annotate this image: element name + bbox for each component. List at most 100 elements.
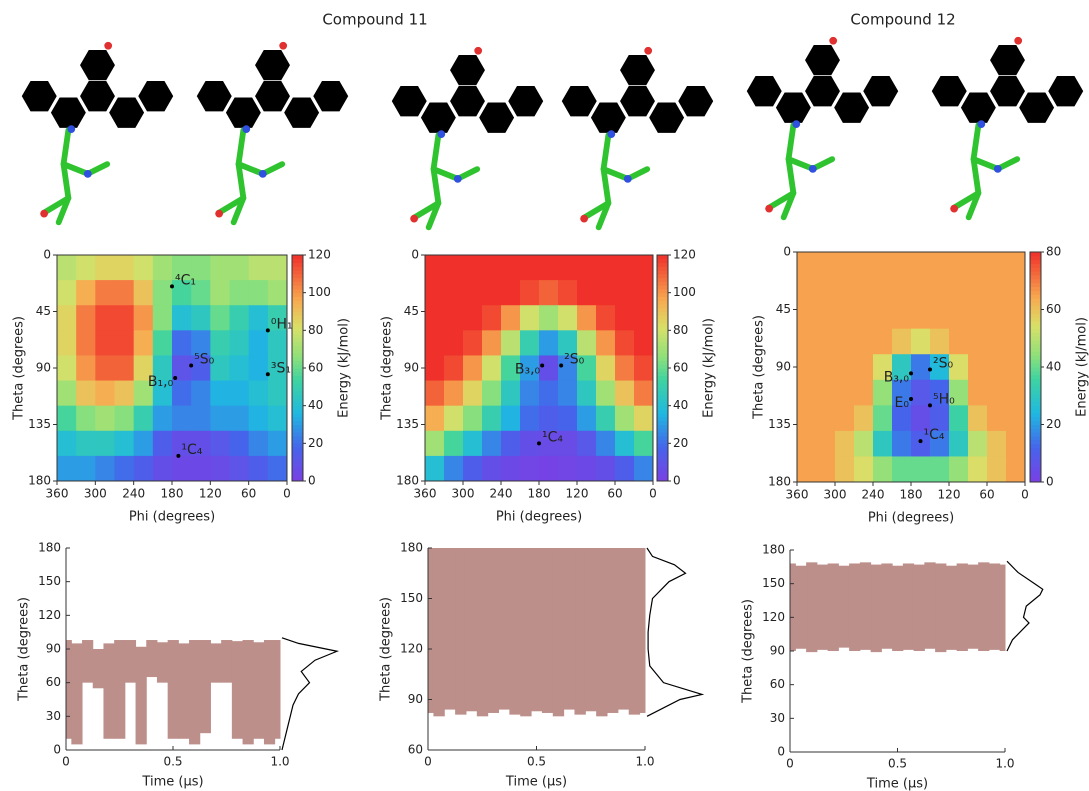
- theta-range: [274, 640, 281, 739]
- theta-range: [103, 643, 115, 739]
- heat-cell: [520, 255, 540, 281]
- heat-cell: [634, 280, 654, 306]
- heat-cell: [558, 355, 578, 382]
- conformer-point: [265, 372, 270, 377]
- heat-cell: [873, 277, 893, 304]
- heat-cell: [210, 255, 230, 281]
- heat-cell: [229, 430, 250, 457]
- heat-cell: [797, 379, 817, 406]
- heat-cell: [210, 405, 230, 432]
- heat-cell: [501, 305, 521, 331]
- heat-cell: [114, 405, 135, 432]
- colorbar-step: [657, 334, 668, 339]
- heat-cell: [892, 303, 912, 330]
- heat-cell: [949, 252, 969, 279]
- y-tick-label: 0: [777, 745, 785, 759]
- y-tick-label: 0: [783, 245, 791, 259]
- y-tick-label: 90: [36, 361, 51, 375]
- heat-cell: [482, 305, 502, 331]
- colorbar-step: [1030, 409, 1041, 414]
- heat-cell: [539, 355, 559, 382]
- heat-cell: [949, 328, 969, 355]
- heat-cell: [425, 455, 445, 482]
- x-tick-label: 180: [900, 488, 923, 502]
- heat-cell: [854, 354, 874, 381]
- heat-cell: [539, 280, 559, 306]
- heatmap: [425, 255, 654, 482]
- heat-cell: [133, 280, 154, 306]
- colorbar-step: [1030, 324, 1041, 330]
- theta-range: [838, 565, 850, 648]
- heat-cell: [152, 355, 173, 382]
- heat-cell: [463, 330, 483, 356]
- heat-cell: [558, 430, 578, 457]
- colorbar-step: [657, 473, 668, 478]
- heat-cell: [444, 380, 464, 407]
- theta-trace: [66, 640, 281, 745]
- heat-cell: [892, 328, 912, 355]
- heat-cell: [892, 354, 912, 381]
- y-axis-title: Theta (degrees): [752, 315, 767, 420]
- y-tick-label: 0: [43, 248, 51, 262]
- colorbar-step: [657, 435, 668, 441]
- theta-trace: [790, 562, 1006, 653]
- colorbar-step: [292, 322, 303, 328]
- heat-cell: [463, 405, 483, 432]
- y-tick-label: 30: [46, 709, 61, 723]
- y-axis-title: Theta (degrees): [380, 316, 395, 421]
- heat-cell: [76, 355, 96, 382]
- colorbar-step: [1030, 317, 1041, 322]
- heat-cell: [133, 405, 154, 432]
- heat-cell: [482, 380, 502, 407]
- heat-cell: [425, 255, 445, 281]
- theta-range: [531, 548, 543, 712]
- x-tick-label: 360: [786, 488, 809, 502]
- theta-range: [913, 564, 925, 651]
- colorbar-step: [657, 266, 668, 271]
- heat-cell: [57, 405, 77, 432]
- colorbar-step: [292, 409, 303, 414]
- heat-cell: [854, 405, 874, 432]
- heat-cell: [248, 355, 269, 382]
- heat-cell: [229, 455, 250, 482]
- heat-cell: [968, 405, 988, 432]
- heat-cell: [191, 455, 211, 482]
- heat-cell: [539, 380, 559, 407]
- colorbar-step: [1030, 290, 1041, 295]
- colorbar-step: [1030, 255, 1041, 261]
- heat-cell: [911, 252, 931, 279]
- conformer-point: [540, 363, 545, 368]
- theta-range: [221, 640, 233, 683]
- heat-cell: [229, 380, 250, 407]
- colorbar-step: [1030, 413, 1041, 418]
- colorbar-step: [657, 341, 668, 346]
- colorbar-step: [292, 371, 303, 377]
- heat-cell: [539, 455, 559, 482]
- theta-range: [82, 640, 94, 683]
- theta-range: [596, 548, 608, 717]
- heat-cell: [968, 430, 988, 457]
- heat-cell: [892, 252, 912, 279]
- colorbar-step: [657, 307, 668, 312]
- colorbar-step: [292, 375, 303, 380]
- colorbar-tick-label: 0: [308, 474, 316, 488]
- heat-cell: [57, 330, 77, 356]
- theta-range: [902, 563, 915, 650]
- y-tick-label: 135: [28, 417, 51, 431]
- colorbar-step: [1030, 436, 1041, 441]
- colorbar-step: [1030, 313, 1041, 318]
- heat-cell: [558, 280, 578, 306]
- colorbar-step: [1030, 305, 1041, 310]
- conformer-point: [909, 396, 913, 401]
- heat-cell: [615, 355, 635, 382]
- heat-cell: [114, 305, 135, 331]
- heat-cell: [133, 380, 154, 407]
- heat-cell: [482, 255, 502, 281]
- heat-cell: [596, 355, 616, 382]
- theta-range: [881, 563, 893, 649]
- colorbar-tick-label: 80: [308, 323, 323, 337]
- colorbar-tick-label: 40: [1046, 360, 1061, 374]
- heat-cell: [987, 405, 1007, 432]
- heat-cell: [501, 255, 521, 281]
- conformer-label: ²S₀: [933, 356, 953, 372]
